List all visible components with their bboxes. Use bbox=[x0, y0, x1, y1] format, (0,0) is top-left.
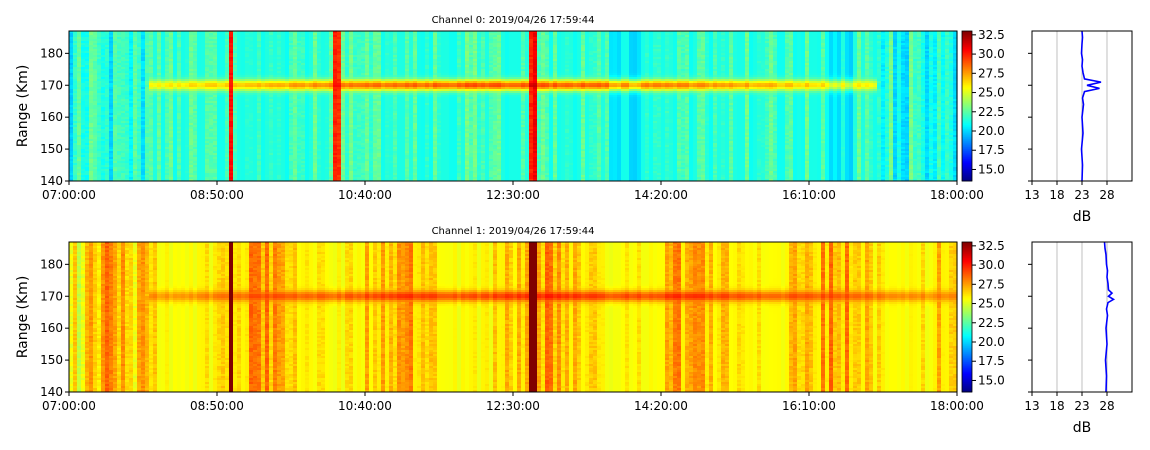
x-tick-label: 13 bbox=[1024, 188, 1039, 202]
profile-panel-1: 13 18 23 28 dB bbox=[1024, 242, 1132, 436]
colorbar-tick-label: 17.5 bbox=[978, 143, 1005, 157]
colorbar-tick-label: 15.0 bbox=[978, 373, 1005, 387]
x-tick-label: 28 bbox=[1099, 399, 1114, 413]
y-tick-label: 160 bbox=[40, 110, 63, 124]
x-tick-label: 18:00:00 bbox=[930, 188, 984, 202]
heatmap-panel-1 bbox=[69, 242, 958, 392]
y-tick-label: 150 bbox=[40, 142, 63, 156]
colorbar bbox=[962, 242, 972, 392]
y-tick-label: 180 bbox=[40, 257, 63, 271]
colorbar-tick-label: 32.5 bbox=[978, 28, 1005, 42]
y-tick-label: 140 bbox=[40, 174, 63, 188]
colorbar-tick-label: 27.5 bbox=[978, 277, 1005, 291]
colorbar-tick-label: 20.0 bbox=[978, 335, 1005, 349]
x-tick-label: 14:20:00 bbox=[634, 188, 688, 202]
x-tick-label: 13 bbox=[1024, 399, 1039, 413]
colorbar-tick-label: 30.0 bbox=[978, 258, 1005, 272]
profile-panel-0: 13 18 23 28 dB bbox=[1024, 31, 1132, 225]
x-tick-label: 28 bbox=[1099, 188, 1114, 202]
colorbar-tick-label: 27.5 bbox=[978, 66, 1005, 80]
profile-line-0 bbox=[1082, 31, 1102, 181]
x-tick-label: 16:10:00 bbox=[782, 188, 836, 202]
y-axis-label: Range (Km) bbox=[15, 65, 31, 148]
colorbar-tick-label: 15.0 bbox=[978, 162, 1005, 176]
profile-line-0 bbox=[1105, 242, 1114, 392]
x-tick-label: 07:00:00 bbox=[42, 399, 96, 413]
colorbar-tick-label: 17.5 bbox=[978, 354, 1005, 368]
y-axis-label: Range (Km) bbox=[15, 276, 31, 359]
x-tick-label: 18:00:00 bbox=[930, 399, 984, 413]
colorbar bbox=[962, 31, 972, 181]
x-axis-label: dB bbox=[1073, 420, 1092, 436]
x-tick-label: 14:20:00 bbox=[634, 399, 688, 413]
y-tick-label: 150 bbox=[40, 353, 63, 367]
y-tick-label: 170 bbox=[40, 289, 63, 303]
y-tick-label: 140 bbox=[40, 385, 63, 399]
colorbar-tick-label: 25.0 bbox=[978, 86, 1005, 100]
colorbar-tick-label: 25.0 bbox=[978, 297, 1005, 311]
colorbar-tick-label: 32.5 bbox=[978, 239, 1005, 253]
colorbar-tick-label: 22.5 bbox=[978, 105, 1005, 119]
x-tick-label: 16:10:00 bbox=[782, 399, 836, 413]
x-tick-label: 10:40:00 bbox=[338, 399, 392, 413]
colorbar-tick-label: 20.0 bbox=[978, 124, 1005, 138]
colorbar-tick-label: 30.0 bbox=[978, 47, 1005, 61]
x-tick-label: 10:40:00 bbox=[338, 188, 392, 202]
rti-figure: Channel 0: 2019/04/26 17:59:44 140 150 160 1… bbox=[0, 0, 1150, 450]
x-tick-label: 08:50:00 bbox=[190, 188, 244, 202]
y-tick-label: 160 bbox=[40, 321, 63, 335]
heatmap-panel-0 bbox=[69, 31, 958, 181]
chart-title: Channel 1: 2019/04/26 17:59:44 bbox=[432, 226, 595, 237]
y-tick-label: 170 bbox=[40, 78, 63, 92]
x-tick-label: 08:50:00 bbox=[190, 399, 244, 413]
x-tick-label: 18 bbox=[1049, 188, 1064, 202]
x-tick-label: 18 bbox=[1049, 399, 1064, 413]
x-tick-label: 12:30:00 bbox=[486, 188, 540, 202]
colorbar-tick-label: 22.5 bbox=[978, 316, 1005, 330]
chart-title: Channel 0: 2019/04/26 17:59:44 bbox=[432, 15, 595, 26]
y-tick-label: 180 bbox=[40, 46, 63, 60]
x-tick-label: 12:30:00 bbox=[486, 399, 540, 413]
x-tick-label: 07:00:00 bbox=[42, 188, 96, 202]
x-tick-label: 23 bbox=[1074, 399, 1089, 413]
x-axis-label: dB bbox=[1073, 209, 1092, 225]
x-tick-label: 23 bbox=[1074, 188, 1089, 202]
